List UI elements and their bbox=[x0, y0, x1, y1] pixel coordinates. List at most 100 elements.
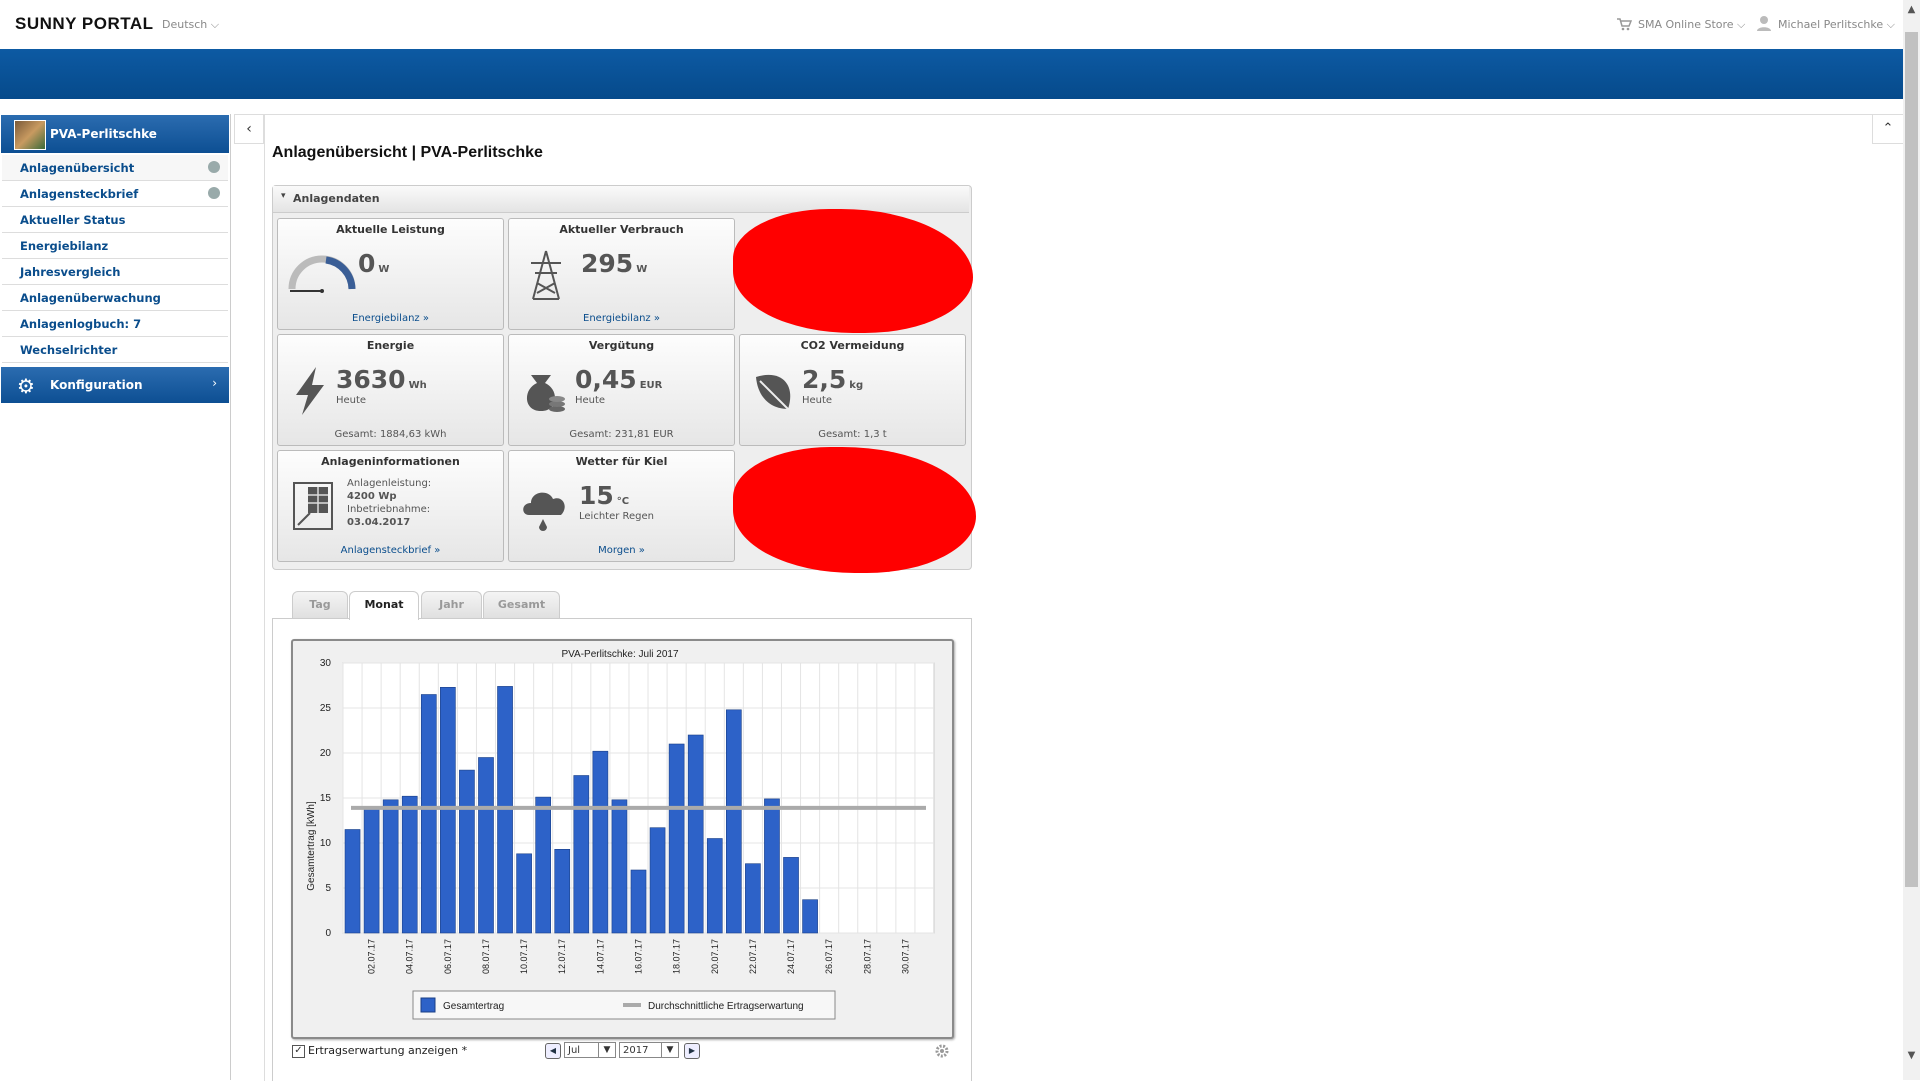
bar-23.07.17[interactable] bbox=[764, 798, 780, 934]
plant-thumbnail bbox=[14, 120, 46, 150]
sidebar-item-label: Anlagenlogbuch: 7 bbox=[20, 317, 142, 331]
y-tick-label: 30 bbox=[320, 658, 332, 669]
tile-verguetung: Vergütung 0,45 EUR Heute Gesamt: 231,81 E… bbox=[508, 334, 735, 446]
sidebar-item-label: Anlagensteckbrief bbox=[20, 187, 139, 201]
info-inbetrieb-value: 03.04.2017 bbox=[347, 517, 411, 528]
gauge-icon bbox=[286, 249, 356, 299]
bar-04.07.17[interactable] bbox=[401, 795, 418, 934]
bar-03.07.17[interactable] bbox=[382, 799, 399, 934]
bar-22.07.17[interactable] bbox=[745, 863, 761, 934]
energiebilanz-link[interactable]: Energiebilanz » bbox=[583, 313, 660, 324]
sidebar-item-anlagenueberwachung[interactable]: Anlagenüberwachung bbox=[2, 285, 228, 311]
online-store-link[interactable]: SMA Online Store ⌵ bbox=[1638, 18, 1746, 31]
scroll-down-icon[interactable]: ▼ bbox=[1907, 1050, 1916, 1061]
money-bag-icon bbox=[521, 365, 579, 415]
year-select[interactable]: 2017 ▼ bbox=[619, 1042, 679, 1058]
anlagensteckbrief-link[interactable]: Anlagensteckbrief » bbox=[340, 545, 441, 556]
cart-icon[interactable] bbox=[1616, 16, 1633, 31]
bar-21.07.17[interactable] bbox=[725, 709, 742, 934]
y-tick-label: 15 bbox=[320, 793, 332, 804]
bar-11.07.17[interactable] bbox=[535, 796, 552, 934]
bar-18.07.17[interactable] bbox=[668, 743, 685, 934]
sidebar-item-jahresvergleich[interactable]: Jahresvergleich bbox=[2, 259, 228, 285]
energiebilanz-link[interactable]: Energiebilanz » bbox=[352, 313, 429, 324]
y-tick-label: 0 bbox=[325, 928, 331, 939]
bar-15.07.17[interactable] bbox=[611, 799, 628, 934]
bar-08.07.17[interactable] bbox=[478, 757, 494, 934]
bar-07.07.17[interactable] bbox=[459, 769, 475, 934]
panel-title: Anlagendaten bbox=[293, 192, 380, 205]
bar-02.07.17[interactable] bbox=[363, 808, 380, 934]
tab-gesamt[interactable]: Gesamt bbox=[483, 591, 560, 618]
tile-total: Gesamt: 1884,63 kWh bbox=[334, 429, 447, 440]
tile-value: 2,5 bbox=[802, 365, 847, 394]
previous-month-button[interactable]: ◀ bbox=[545, 1043, 561, 1059]
x-tick-label: 24.07.17 bbox=[786, 939, 796, 974]
bar-06.07.17[interactable] bbox=[440, 686, 456, 934]
year-value: 2017 bbox=[623, 1045, 649, 1056]
sidebar-item-wechselrichter[interactable]: Wechselrichter bbox=[2, 337, 228, 363]
y-tick-label: 20 bbox=[320, 748, 332, 759]
bar-19.07.17[interactable] bbox=[687, 734, 704, 934]
tile-unit: kg bbox=[849, 380, 864, 391]
bar-20.07.17[interactable] bbox=[706, 838, 723, 934]
tile-total: Gesamt: 1,3 t bbox=[818, 429, 887, 440]
bar-01.07.17[interactable] bbox=[344, 829, 361, 934]
bar-17.07.17[interactable] bbox=[649, 827, 666, 934]
tile-value: 15 bbox=[579, 481, 614, 510]
ertragserwartung-checkbox[interactable]: ✓ bbox=[292, 1045, 305, 1058]
settings-gear-icon[interactable] bbox=[934, 1042, 950, 1058]
top-header bbox=[0, 0, 1903, 49]
tile-title: Energie bbox=[366, 339, 415, 352]
tile-unit: W bbox=[636, 264, 648, 275]
sidebar-item-anlagensteckbrief[interactable]: Anlagensteckbrief bbox=[2, 181, 228, 207]
panel-header[interactable]: Anlagendaten ▾ bbox=[273, 186, 969, 213]
sunny-portal-logo[interactable]: SUNNY PORTAL bbox=[15, 14, 154, 33]
y-tick-label: 5 bbox=[325, 883, 331, 894]
sidebar-item-label: Anlagenübersicht bbox=[20, 161, 135, 175]
bar-14.07.17[interactable] bbox=[592, 750, 609, 934]
rain-cloud-icon bbox=[519, 481, 577, 531]
next-month-button[interactable]: ▶ bbox=[684, 1043, 700, 1059]
month-select[interactable]: Jul ▼ bbox=[564, 1042, 616, 1058]
bar-24.07.17[interactable] bbox=[783, 857, 799, 934]
tile-unit: °C bbox=[616, 496, 630, 507]
tab-tag[interactable]: Tag bbox=[292, 591, 348, 618]
x-tick-label: 02.07.17 bbox=[367, 939, 377, 974]
tile-energie: Energie 3630 Wh Heute Gesamt: 1884,63 kWh bbox=[277, 334, 504, 446]
info-leistung-label: Anlagenleistung: bbox=[347, 478, 432, 489]
content-frame bbox=[264, 114, 1875, 1081]
bar-16.07.17[interactable] bbox=[630, 869, 647, 934]
collapse-up-button[interactable]: ⌃ bbox=[1872, 114, 1904, 144]
sidebar-item-anlagenlogbuch[interactable]: Anlagenlogbuch: 7 bbox=[2, 311, 228, 337]
scrollbar-thumb[interactable] bbox=[1905, 32, 1918, 887]
monthly-yield-chart: PVA-Perlitschke: Juli 2017 Gesamtertrag … bbox=[306, 649, 935, 1020]
tile-sub: Heute bbox=[575, 395, 606, 406]
user-icon bbox=[1756, 15, 1772, 31]
x-tick-label: 28.07.17 bbox=[862, 939, 872, 974]
scroll-up-icon[interactable]: ▲ bbox=[1907, 4, 1916, 15]
sidebar-item-konfiguration[interactable]: ⚙ Konfiguration › bbox=[1, 367, 229, 403]
sidebar-item-aktueller-status[interactable]: Aktueller Status bbox=[2, 207, 228, 233]
bar-10.07.17[interactable] bbox=[516, 853, 532, 934]
morgen-link[interactable]: Morgen » bbox=[598, 545, 645, 556]
tile-sub: Heute bbox=[336, 395, 367, 406]
tab-jahr[interactable]: Jahr bbox=[421, 591, 482, 618]
bar-12.07.17[interactable] bbox=[554, 849, 571, 934]
tile-aktueller-verbrauch: Aktueller Verbrauch 295 W Energiebilanz » bbox=[508, 218, 735, 330]
y-tick-label: 10 bbox=[320, 838, 332, 849]
tab-monat[interactable]: Monat bbox=[349, 591, 419, 620]
x-tick-label: 10.07.17 bbox=[519, 939, 529, 974]
legend-swatch-ertragserwartung bbox=[623, 1003, 641, 1007]
collapse-sidebar-button[interactable]: ‹ bbox=[234, 114, 264, 144]
legend-box bbox=[412, 990, 836, 1020]
bar-13.07.17[interactable] bbox=[573, 775, 590, 934]
user-menu[interactable]: Michael Perlitschke ⌵ bbox=[1778, 18, 1895, 31]
sidebar-item-energiebilanz[interactable]: Energiebilanz bbox=[2, 233, 228, 259]
bar-25.07.17[interactable] bbox=[802, 899, 818, 934]
sidebar-item-anlagenuebersicht[interactable]: Anlagenübersicht bbox=[2, 155, 228, 181]
bar-05.07.17[interactable] bbox=[420, 694, 437, 934]
caret-down-icon: ▾ bbox=[281, 191, 286, 201]
language-selector[interactable]: Deutsch ⌵ bbox=[162, 18, 220, 31]
